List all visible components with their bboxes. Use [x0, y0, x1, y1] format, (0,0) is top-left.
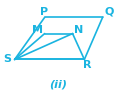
Text: S: S [3, 54, 11, 64]
Text: M: M [32, 25, 43, 35]
Text: Q: Q [104, 7, 114, 17]
Text: R: R [83, 60, 92, 70]
Text: P: P [40, 7, 48, 17]
Text: (ii): (ii) [50, 79, 68, 89]
Text: N: N [74, 25, 84, 35]
